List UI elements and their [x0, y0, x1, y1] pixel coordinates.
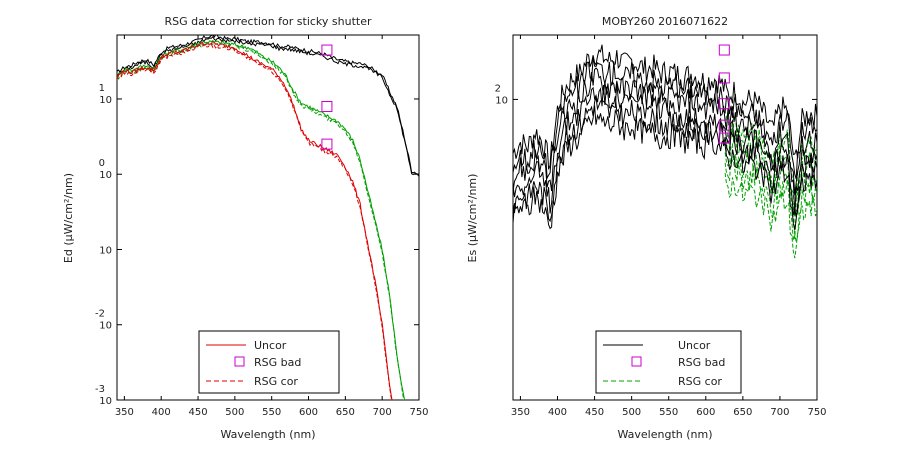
x-ticks-left: 350 400 450 500 550 600 650 700 750 [115, 35, 429, 418]
legend-left: Uncor RSG bad RSG cor [198, 330, 340, 394]
left-ytick-exponent: -3 [95, 384, 105, 395]
left-ytick-label: 10 [99, 170, 112, 181]
series-line-left-cor-2 [117, 43, 393, 400]
y-axis-title-left: Ed (µW/cm²/nm) [62, 173, 75, 263]
rsg-bad-marker-right-0 [718, 44, 730, 56]
left-xtick-label-450: 450 [188, 407, 207, 418]
legend-label-rsgcor-left: RSG cor [254, 375, 298, 388]
series-line-right-0 [513, 44, 817, 170]
series-line-right-cor-2 [724, 127, 817, 217]
left-xtick-label-350: 350 [115, 407, 134, 418]
legend-label-uncor-left: Uncor [254, 339, 287, 352]
rsg-bad-marker-left-0 [321, 44, 333, 56]
legend-label-rsgcor-right: RSG cor [678, 375, 722, 388]
series-line-right-5 [513, 105, 817, 231]
left-xtick-label-650: 650 [336, 407, 355, 418]
legend-label-rsgbad-right: RSG bad [678, 356, 725, 369]
series-left [117, 35, 419, 400]
right-xtick-label-500: 500 [622, 407, 641, 418]
left-ytick-label: 10 [99, 396, 112, 407]
chart-ed: RSG data correction for sticky shutter W… [62, 15, 429, 441]
chart-title-right: MOBY260 2016071622 [602, 15, 728, 28]
legend-swatch-rsgbad-right [631, 356, 642, 367]
right-xtick-label-400: 400 [548, 407, 567, 418]
y-axis-title-right: Es (µW/cm²/nm) [466, 174, 479, 263]
left-ytick-label: 10 [99, 95, 112, 106]
left-xtick-label-500: 500 [225, 407, 244, 418]
right-xtick-label-750: 750 [807, 407, 826, 418]
series-line-right-4 [513, 96, 817, 223]
legend-swatch-rsgbad-left [234, 356, 245, 367]
series-line-right-3 [513, 83, 817, 216]
left-ytick-exponent: -2 [95, 309, 105, 320]
x-ticks-right: 350 400 450 500 550 600 650 700 750 [511, 35, 827, 418]
series-line-right-cor-5 [724, 173, 817, 259]
series-line-right-cor-3 [724, 142, 817, 239]
rsg-bad-marker-left-1 [321, 100, 333, 112]
markers-right [718, 44, 730, 144]
x-axis-title-left: Wavelength (nm) [220, 428, 315, 441]
left-ytick-label: 10 [99, 245, 112, 256]
left-ytick-exponent: 0 [99, 158, 105, 169]
left-xtick-label-700: 700 [373, 407, 392, 418]
rsg-bad-marker-right-1 [718, 72, 730, 84]
right-ytick-exponent: 2 [495, 83, 501, 94]
series-line-right-cor-4 [724, 155, 817, 242]
y-ticks-right: 102 [495, 83, 817, 106]
legend-label-uncor-right: Uncor [678, 339, 711, 352]
rsg-bad-marker-right-2 [718, 98, 730, 110]
left-ytick-label: 10 [99, 321, 112, 332]
left-xtick-label-550: 550 [262, 407, 281, 418]
legend-box-right [595, 330, 742, 394]
left-xtick-label-750: 750 [409, 407, 428, 418]
series-right [513, 44, 817, 259]
x-axis-title-right: Wavelength (nm) [617, 428, 712, 441]
left-ytick-exponent: 1 [99, 83, 105, 94]
right-ytick-label: 10 [495, 95, 508, 106]
left-xtick-label-400: 400 [152, 407, 171, 418]
left-xtick-label-600: 600 [299, 407, 318, 418]
legend-box-left [198, 330, 340, 394]
chart-title-left: RSG data correction for sticky shutter [164, 15, 372, 28]
right-xtick-label-650: 650 [733, 407, 752, 418]
series-line-left-1 [117, 39, 406, 400]
right-xtick-label-350: 350 [511, 407, 530, 418]
legend-label-rsgbad-left: RSG bad [254, 356, 301, 369]
right-xtick-label-700: 700 [770, 407, 789, 418]
right-xtick-label-600: 600 [696, 407, 715, 418]
right-xtick-label-450: 450 [585, 407, 604, 418]
rsg-bad-marker-right-3 [718, 119, 730, 131]
rsg-bad-marker-right-4 [718, 132, 730, 144]
right-xtick-label-550: 550 [659, 407, 678, 418]
legend-right: Uncor RSG bad RSG cor [595, 330, 742, 394]
series-line-left-cor-0 [117, 35, 419, 177]
chart-es: MOBY260 2016071622 Wavelength (nm) Es (µ… [466, 15, 827, 441]
markers-left [321, 44, 333, 150]
rsg-bad-marker-left-2 [321, 138, 333, 150]
